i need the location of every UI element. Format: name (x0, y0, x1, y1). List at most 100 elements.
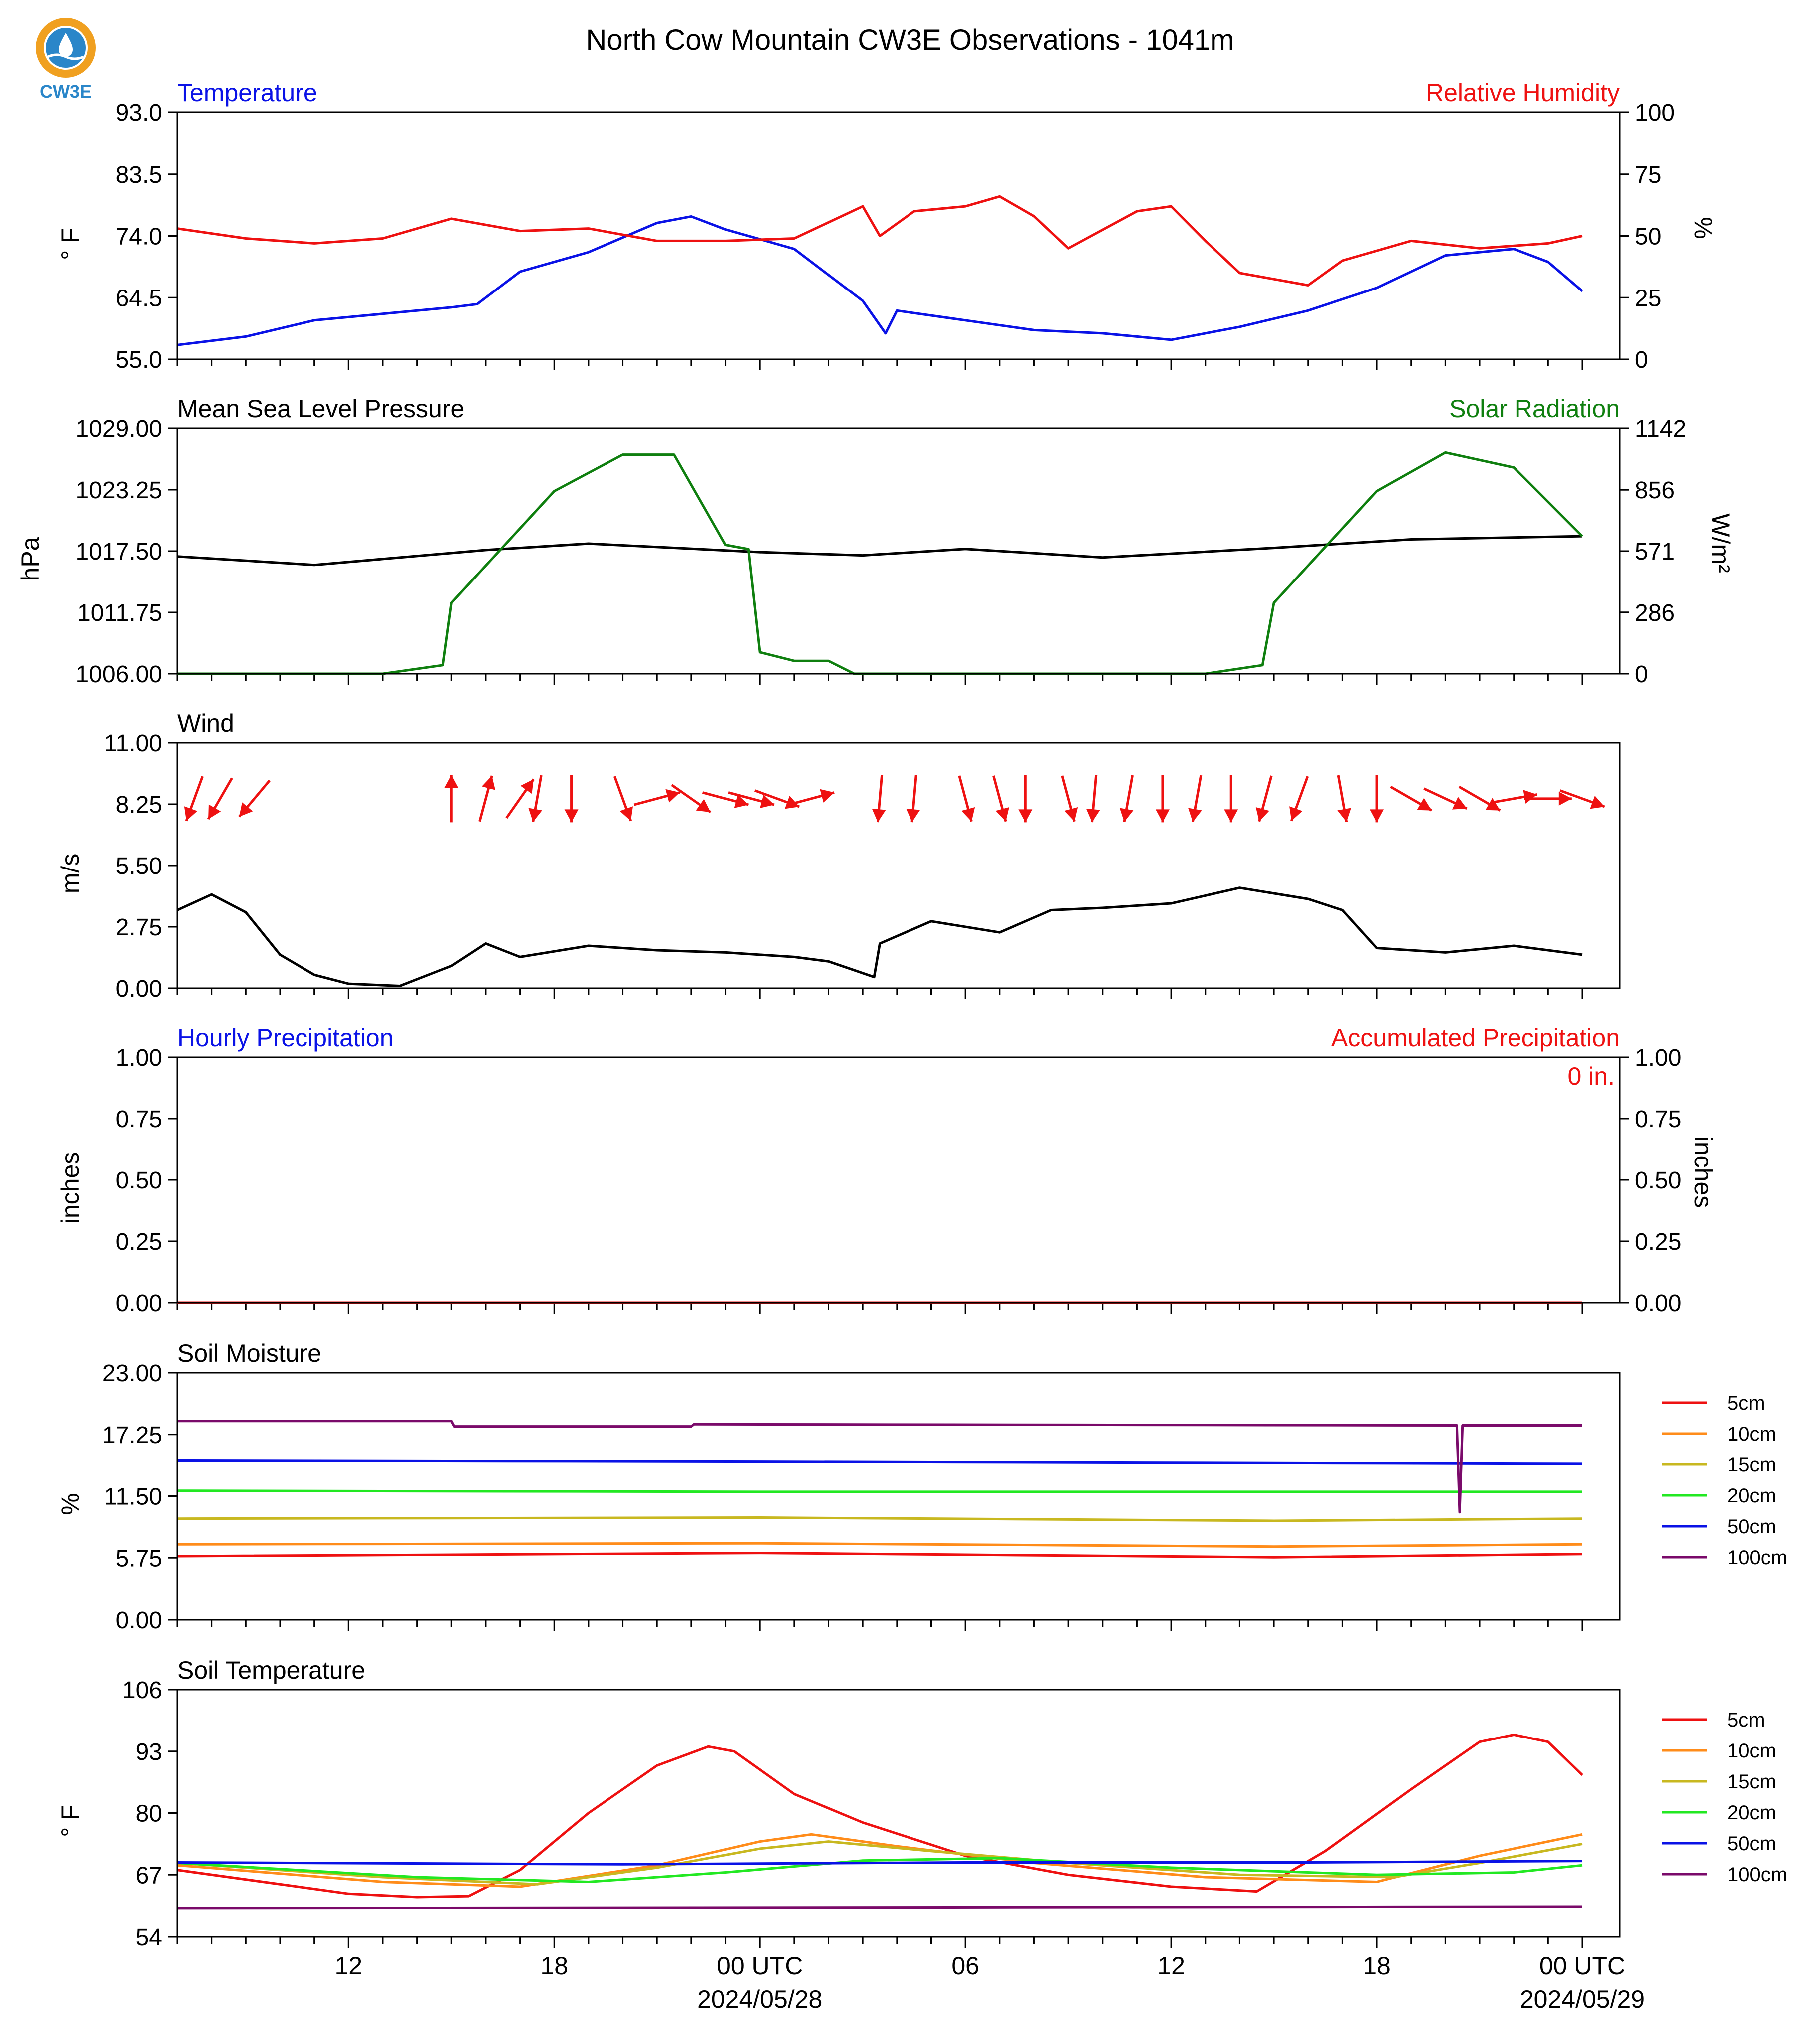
series-line-5cm (177, 1733, 1583, 1899)
panel-frame (176, 427, 1621, 675)
series-line-10cm (177, 1542, 1583, 1548)
wind-arrow-head (1417, 798, 1432, 811)
legend-label: 10cm (1727, 1423, 1776, 1445)
y-axis-title-left: hPa (16, 537, 44, 581)
wind-arrow (872, 775, 886, 823)
wind-arrow-head (1119, 808, 1134, 822)
y-tick-label-left: 1006.00 (75, 661, 162, 688)
panel-frame (176, 1689, 1621, 1938)
legend-label: 50cm (1727, 1833, 1776, 1855)
panel-frame (176, 1372, 1621, 1621)
wind-arrow-head (696, 799, 711, 813)
series-line-1 (177, 451, 1583, 675)
wind-arrow (1458, 785, 1501, 812)
cw3e-logo: CW3E (36, 18, 96, 102)
y-tick-label-left: 17.25 (102, 1422, 162, 1449)
y-tick-label-left: 11.50 (104, 1484, 162, 1510)
wind-arrow (1018, 775, 1033, 823)
wind-arrow (1490, 790, 1537, 804)
y-tick-label-right: 856 (1635, 477, 1675, 504)
series-line-50cm (177, 1860, 1583, 1866)
y-tick-label-right: 571 (1635, 539, 1675, 565)
panel-2: Mean Sea Level Pressure Solar Radiation 10… (16, 395, 1735, 688)
y-tick-label-left: 0.00 (116, 976, 162, 1002)
wind-arrow (1524, 791, 1572, 806)
y-tick-label-left: 0.00 (116, 1290, 162, 1317)
wind-arrow (444, 775, 459, 823)
y-tick-label-left: 5.75 (116, 1545, 162, 1572)
wind-arrow (613, 776, 633, 822)
wind-arrow (788, 789, 835, 806)
wind-arrow (1289, 776, 1309, 822)
annotation: 0 in. (1567, 1062, 1615, 1090)
legend-label: 100cm (1727, 1547, 1787, 1569)
wind-arrow (1559, 789, 1605, 809)
wind-arrow (1119, 775, 1134, 823)
y-tick-label-left: 1011.75 (77, 600, 162, 626)
wind-arrow (1061, 775, 1078, 822)
series-line-100cm (177, 1905, 1583, 1910)
x-date-label: 2024/05/29 (1520, 1985, 1645, 2013)
y-tick-label-right: 0.50 (1635, 1167, 1681, 1194)
series-line-15cm (177, 1516, 1583, 1522)
wind-arrow (1224, 775, 1238, 823)
series-line-0 (177, 215, 1583, 346)
y-axis-title-left: inches (56, 1152, 84, 1224)
y-tick-label-left: 93.0 (116, 100, 162, 126)
legend-label: 20cm (1727, 1802, 1776, 1824)
wind-arrow-head (1590, 796, 1605, 809)
legend-label: 100cm (1727, 1864, 1787, 1886)
wind-arrow-head (961, 807, 975, 822)
y-tick-label-left: 23.00 (102, 1360, 162, 1387)
y-axis-title-right: inches (1689, 1136, 1717, 1208)
panel-frame (176, 111, 1621, 360)
x-tick-label: 18 (1363, 1952, 1391, 1980)
wind-arrow (702, 791, 749, 808)
wind-arrow-head (906, 809, 920, 823)
panels: Temperature Relative Humidity 55.0 64.5 74.0… (16, 79, 1787, 1951)
y-axis-title-left: ° F (56, 228, 84, 260)
wind-arrow (184, 776, 204, 822)
panel-label-left: Mean Sea Level Pressure (177, 395, 464, 423)
wind-arrow (238, 779, 271, 818)
x-tick-label: 12 (1157, 1952, 1185, 1980)
y-tick-label-left: 0.50 (116, 1167, 162, 1194)
series-line-5cm (177, 1552, 1583, 1559)
y-tick-label-left: 1017.50 (75, 539, 162, 565)
wind-arrow-head (1064, 807, 1078, 822)
y-tick-label-right: 0 (1635, 661, 1648, 688)
wind-arrow-head (1155, 809, 1170, 823)
y-tick-label-left: 11.00 (104, 730, 162, 757)
wind-arrow-head (481, 775, 496, 790)
wind-arrow (505, 778, 535, 819)
wind-arrow (1255, 775, 1273, 822)
wind-arrow-head (1337, 808, 1351, 822)
wind-arrow-head (995, 807, 1009, 822)
wind-arrow (1390, 785, 1433, 812)
y-tick-label-right: 286 (1635, 600, 1675, 626)
panel-label-left: Temperature (177, 79, 317, 107)
legend-label: 5cm (1727, 1709, 1765, 1731)
y-axis-title-left: % (56, 1493, 84, 1515)
legend-label: 10cm (1727, 1740, 1776, 1762)
y-tick-label-left: 1029.00 (75, 416, 162, 442)
wind-arrow (1086, 775, 1100, 823)
panel-6: Soil Temperature 54 67 80 93 106 ° F 5cm 10cm 15c… (56, 1656, 1787, 1951)
y-tick-label-left: 54 (136, 1924, 162, 1951)
panel-label-left: Soil Temperature (177, 1656, 365, 1684)
figure-title: North Cow Mountain CW3E Observations - 1… (586, 24, 1234, 56)
series-line-1 (177, 195, 1583, 287)
y-tick-label-left: 0.75 (116, 1106, 162, 1133)
y-axis-title-left: ° F (56, 1805, 84, 1837)
wind-arrow (564, 775, 579, 823)
wind-arrow (671, 784, 712, 814)
wind-arrow (906, 775, 920, 823)
series-line-50cm (177, 1459, 1583, 1465)
wind-arrow-head (444, 775, 459, 788)
y-tick-label-left: 5.50 (116, 853, 162, 879)
y-tick-label-right: 75 (1635, 162, 1661, 188)
x-tick-label: 00 UTC (717, 1952, 803, 1980)
legend-label: 5cm (1727, 1392, 1765, 1414)
panel-label-right: Relative Humidity (1426, 79, 1620, 107)
